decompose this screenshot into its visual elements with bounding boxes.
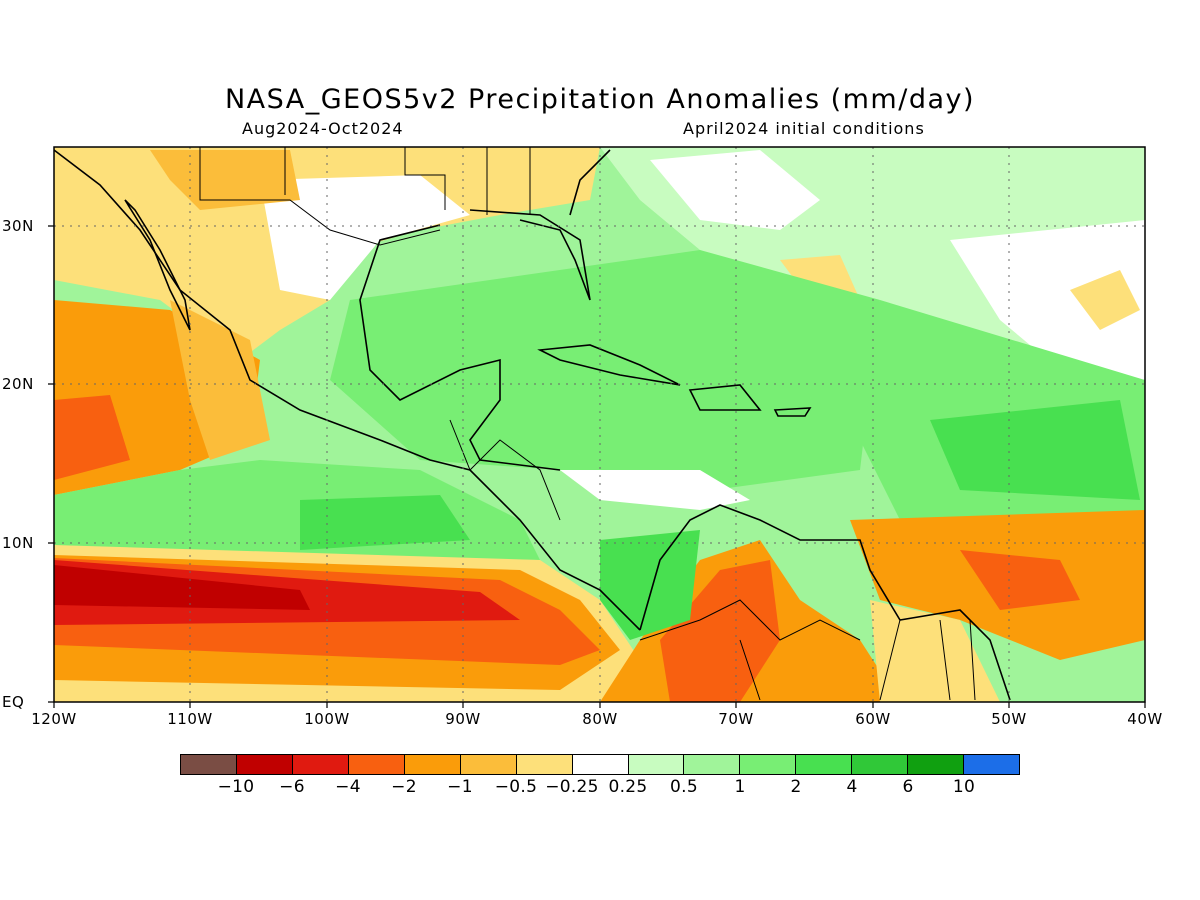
colorbar-swatch: [964, 755, 1020, 774]
x-tick-label: 40W: [1127, 710, 1163, 728]
y-tick-label: 10N: [2, 534, 34, 552]
field-atlantic-green-2: [930, 400, 1140, 500]
colorbar-swatch: [628, 755, 685, 774]
colorbar-label: 2: [790, 777, 802, 797]
y-tick-label: EQ: [2, 693, 25, 711]
border-us-mexico: [199, 147, 441, 246]
field-itcz-darkred: [54, 565, 310, 610]
y-tick-label: 20N: [2, 375, 34, 393]
colorbar-swatch: [908, 755, 965, 774]
field-atlantic-white: [650, 150, 820, 230]
coast-us-east: [569, 149, 611, 216]
border-us-states: [284, 147, 531, 215]
colorbar-swatch: [684, 755, 741, 774]
colorbar-label: −0.5: [494, 777, 538, 797]
field-atlantic-red: [960, 550, 1080, 610]
colorbar-swatch: [404, 755, 461, 774]
forecast-period: Aug2024-Oct2024: [242, 119, 404, 138]
colorbar-label: 0.25: [608, 777, 648, 797]
colorbar-label: −10: [217, 777, 255, 797]
coast-baja: [124, 199, 191, 331]
field-pacific-deep-orange: [54, 395, 130, 480]
colorbar: [180, 754, 1020, 775]
colorbar-label: 0.5: [670, 777, 698, 797]
coast-cuba: [537, 344, 681, 386]
x-tick-label: 60W: [855, 710, 891, 728]
coast-hispaniola: [688, 384, 762, 411]
field-colombia-green: [600, 530, 700, 640]
x-tick-label: 80W: [582, 710, 618, 728]
field-atlantic-white-2: [950, 220, 1145, 380]
field-pacific-green-2: [300, 495, 470, 550]
colorbar-label: 10: [952, 777, 976, 797]
field-atlantic-yellow-2: [780, 255, 860, 300]
coast-south-america: [639, 504, 1011, 701]
gridlines: [54, 147, 1145, 702]
x-tick-label: 90W: [445, 710, 481, 728]
field-caribbean-white: [560, 470, 750, 510]
field-pacific-yellow: [170, 300, 270, 460]
colorbar-label: 4: [846, 777, 858, 797]
colorbar-label: −2: [391, 777, 417, 797]
colorbar-swatch: [181, 755, 237, 774]
x-tick-label: 100W: [304, 710, 350, 728]
border-central-america: [449, 419, 561, 521]
x-tick-label: 50W: [991, 710, 1027, 728]
coast-puerto-rico: [773, 407, 812, 417]
y-tick-label: 30N: [2, 217, 34, 235]
colorbar-label: −6: [279, 777, 305, 797]
axis-ticks: [48, 225, 1146, 708]
colorbar-swatch: [292, 755, 349, 774]
field-sa-red: [660, 560, 780, 702]
colorbar-swatch: [796, 755, 853, 774]
colorbar-label: −4: [335, 777, 361, 797]
colorbar-swatch: [572, 755, 629, 774]
colorbar-swatch: [348, 755, 405, 774]
colorbar-swatch: [516, 755, 573, 774]
colorbar-swatch: [460, 755, 517, 774]
field-north-white: [260, 175, 470, 300]
coast-florida: [469, 209, 591, 301]
colorbar-swatch: [852, 755, 909, 774]
colorbar-label: −0.25: [545, 777, 599, 797]
field-north-orange: [150, 150, 300, 210]
coast-mexico-pacific: [54, 149, 641, 631]
border-south-america: [639, 599, 976, 701]
colorbar-label: −1: [447, 777, 473, 797]
colorbar-swatch: [236, 755, 293, 774]
x-tick-label: 110W: [167, 710, 213, 728]
map-title: NASA_GEOS5v2 Precipitation Anomalies (mm…: [224, 84, 976, 115]
field-caribbean-green: [330, 250, 880, 500]
x-tick-label: 70W: [718, 710, 754, 728]
field-atlantic-yellow: [1070, 270, 1140, 330]
x-tick-label: 120W: [31, 710, 77, 728]
colorbar-label: 1: [734, 777, 746, 797]
colorbar-swatch: [740, 755, 797, 774]
initial-conditions: April2024 initial conditions: [683, 119, 925, 138]
colorbar-label: 6: [902, 777, 914, 797]
coast-gulf: [359, 224, 561, 471]
field-guianas-white: [870, 600, 1000, 702]
